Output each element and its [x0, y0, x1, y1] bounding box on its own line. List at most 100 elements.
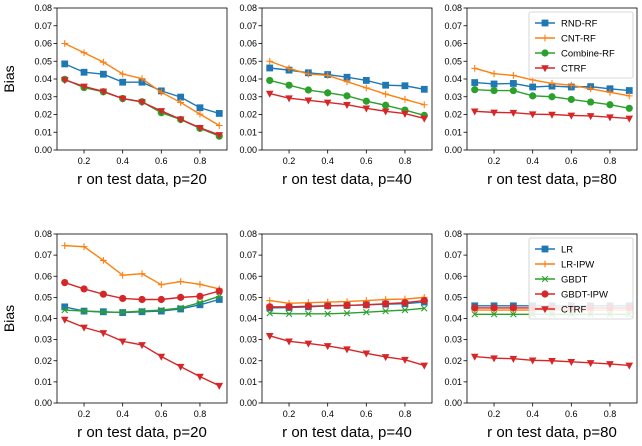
y-tick-label: 0.05: [239, 56, 257, 66]
series-ctrf: [470, 353, 634, 370]
data-point: [157, 88, 165, 96]
data-point: [80, 83, 88, 91]
y-tick-label: 0.07: [444, 250, 462, 260]
y-tick-label: 0.04: [444, 74, 462, 84]
panel-3: 0.00 0.01 0.02 0.03 0.04 0.05 0.06 0.07 0.08 0.2 0…: [444, 3, 638, 188]
y-tick-label: 0.07: [34, 250, 52, 260]
data-point: [343, 101, 351, 109]
legend-entry: GBDT-IPW: [535, 290, 608, 301]
data-point: [196, 110, 204, 118]
data-point: [470, 108, 479, 116]
data-point: [382, 90, 390, 98]
legend: LR LR-IPW GBDT GBDT-IPW CTRF: [528, 237, 634, 320]
y-tick-label: 0.05: [444, 292, 462, 302]
x-tick-label: 0.4: [526, 409, 539, 419]
legend-entry: RND-RF: [535, 19, 598, 30]
data-point: [196, 292, 204, 300]
legend-entry: Combine-RF: [535, 49, 615, 60]
y-tick-label: 0.01: [444, 127, 462, 137]
series-gbdt-ipw: [266, 296, 428, 311]
y-tick-label: 0.02: [34, 110, 52, 120]
data-point: [529, 83, 537, 91]
data-point: [119, 78, 127, 86]
data-point: [119, 308, 126, 316]
x-tick-label: 0.6: [360, 409, 373, 419]
data-point: [80, 243, 88, 251]
x-tick-label: 0.6: [155, 156, 168, 166]
data-point: [401, 110, 409, 118]
data-point: [323, 99, 332, 107]
data-point: [510, 310, 517, 318]
data-point: [99, 58, 107, 66]
data-point: [138, 307, 146, 315]
data-point: [157, 108, 166, 116]
y-tick-label: 0.03: [444, 92, 462, 102]
x-axis-label: r on test data, p=80: [487, 424, 617, 441]
series-cnt-rf: [266, 57, 428, 109]
y-tick-label: 0.04: [34, 74, 52, 84]
data-point: [196, 125, 204, 133]
data-point: [215, 110, 223, 117]
series-line: [64, 244, 220, 290]
series-rnd-rf: [61, 60, 223, 117]
data-point: [138, 270, 146, 278]
legend-swatch-marker: [541, 49, 549, 57]
data-point: [490, 310, 498, 318]
data-point: [99, 330, 108, 338]
y-tick-label: 0.08: [34, 3, 52, 13]
data-point: [420, 85, 428, 93]
y-tick-label: 0.01: [34, 127, 52, 137]
x-tick-label: 0.8: [604, 156, 617, 166]
legend-label: Combine-RF: [561, 49, 615, 60]
data-point: [99, 70, 107, 78]
data-point: [470, 353, 479, 361]
data-point: [158, 306, 165, 314]
data-point: [323, 343, 332, 351]
data-point: [176, 363, 185, 371]
data-point: [215, 287, 223, 295]
data-point: [509, 80, 517, 87]
data-point: [587, 85, 595, 93]
legend-swatch-marker: [541, 65, 549, 73]
y-tick-label: 0.07: [34, 21, 52, 31]
x-tick-label: 0.8: [194, 409, 207, 419]
data-point: [80, 324, 88, 332]
y-tick-label: 0.02: [239, 356, 257, 366]
data-point: [157, 353, 166, 361]
data-point: [509, 109, 518, 117]
data-point: [343, 301, 351, 310]
data-point: [490, 80, 498, 88]
data-point: [509, 72, 517, 79]
y-tick-label: 0.00: [444, 398, 462, 408]
data-point: [157, 281, 165, 289]
legend-label: LR: [561, 245, 573, 256]
data-point: [266, 64, 274, 72]
x-tick-label: 0.6: [565, 409, 578, 419]
data-point: [471, 310, 479, 318]
y-tick-label: 0.01: [239, 127, 257, 137]
data-point: [362, 350, 371, 358]
data-point: [177, 305, 185, 313]
data-point: [119, 294, 127, 303]
y-tick-label: 0.04: [444, 314, 462, 324]
data-point: [61, 303, 69, 311]
legend-label: GBDT: [561, 275, 588, 286]
y-tick-label: 0.07: [444, 21, 462, 31]
y-tick-label: 0.06: [444, 271, 462, 281]
y-tick-label: 0.03: [34, 92, 52, 102]
data-point: [324, 89, 332, 97]
legend-swatch-marker: [541, 34, 549, 42]
data-point: [548, 93, 556, 101]
y-tick-label: 0.05: [239, 292, 257, 302]
data-point: [343, 92, 351, 100]
x-tick-label: 0.2: [78, 409, 91, 419]
data-point: [586, 360, 595, 368]
data-point: [61, 278, 69, 287]
legend: RND-RF CNT-RF Combine-RF CTRF: [528, 11, 634, 79]
data-point: [363, 308, 370, 316]
data-point: [509, 86, 517, 95]
data-point: [625, 362, 634, 370]
panel-4: 0.00 0.01 0.02 0.03 0.04 0.05 0.06 0.07 0.08 0.2 0…: [1, 229, 228, 441]
data-point: [118, 95, 127, 103]
data-point: [196, 301, 204, 309]
